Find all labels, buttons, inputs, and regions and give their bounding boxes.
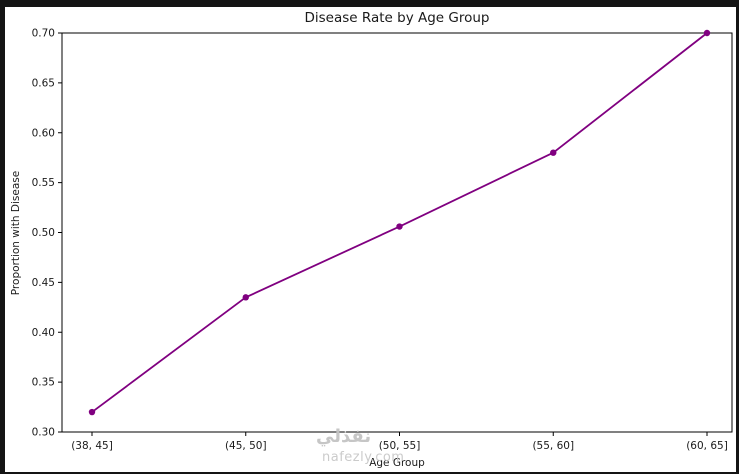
chart-title: Disease Rate by Age Group bbox=[304, 10, 490, 26]
data-point-marker bbox=[396, 223, 403, 230]
y-tick-label: 0.70 bbox=[32, 28, 55, 40]
y-tick-label: 0.35 bbox=[32, 377, 55, 389]
y-tick-label: 0.40 bbox=[32, 327, 55, 339]
x-tick-label: (50, 55] bbox=[379, 440, 421, 452]
x-tick-label: (60, 65] bbox=[686, 440, 728, 452]
y-tick-label: 0.55 bbox=[32, 177, 55, 189]
data-point-marker bbox=[88, 408, 96, 416]
y-tick-label: 0.45 bbox=[32, 277, 55, 289]
y-tick-label: 0.50 bbox=[32, 227, 55, 239]
data-line bbox=[91, 32, 708, 413]
watermark-latin-text: nafezly.com bbox=[322, 450, 405, 465]
x-tick-label: (38, 45] bbox=[71, 440, 113, 452]
x-axis-label: Age Group bbox=[369, 457, 425, 469]
data-point-marker bbox=[703, 29, 711, 37]
data-point-marker bbox=[242, 294, 249, 301]
y-tick-label: 0.65 bbox=[32, 77, 55, 89]
x-tick-label: (55, 60] bbox=[532, 440, 574, 452]
y-tick-label: 0.60 bbox=[32, 127, 55, 139]
watermark-arabic-text: نفذلي bbox=[316, 426, 372, 447]
x-tick-label: (45, 50] bbox=[225, 440, 267, 452]
y-tick-label: 0.30 bbox=[32, 427, 55, 439]
data-point-marker bbox=[550, 149, 557, 156]
